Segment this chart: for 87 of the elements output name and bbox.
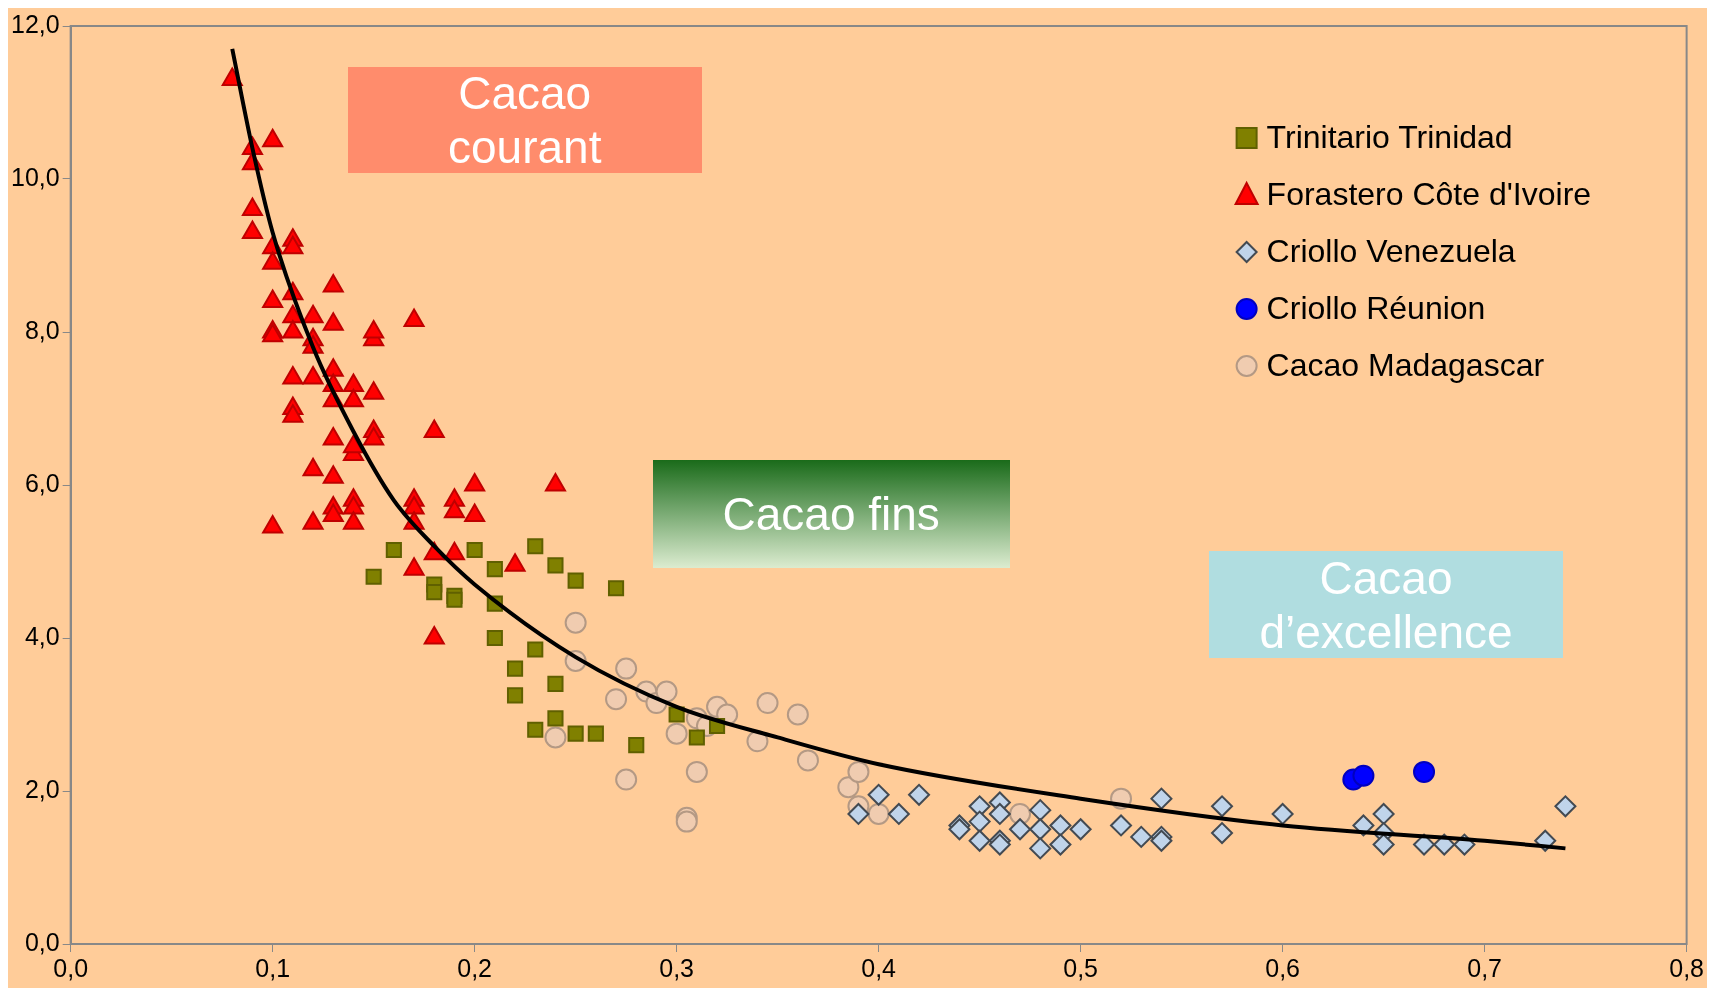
point	[847, 802, 870, 825]
point	[567, 725, 584, 742]
y-tick-label: 2,0	[24, 774, 60, 803]
point	[1271, 802, 1294, 825]
point	[567, 572, 584, 589]
y-tick-label: 0,0	[24, 927, 60, 956]
legend-label: Trinitario Trinidad	[1266, 118, 1513, 155]
legend-label: Forastero Côte d'Ivoire	[1266, 175, 1592, 212]
point	[547, 557, 564, 574]
point	[1009, 818, 1032, 841]
y-tick-label: 10,0	[10, 162, 60, 191]
x-tick-label: 0,1	[255, 953, 291, 982]
point	[615, 657, 638, 680]
point	[1049, 814, 1072, 837]
point	[688, 729, 705, 746]
point	[547, 675, 564, 692]
point	[1413, 760, 1436, 783]
point	[1352, 764, 1375, 787]
point	[1130, 825, 1153, 848]
legend-label: Criollo Réunion	[1266, 289, 1486, 326]
y-tick-label: 12,0	[10, 9, 60, 38]
point	[544, 726, 567, 749]
point	[685, 760, 708, 783]
point	[527, 721, 544, 738]
point	[1110, 814, 1133, 837]
y-tick-label: 4,0	[24, 621, 60, 650]
point	[385, 541, 402, 559]
point	[1150, 787, 1173, 810]
point	[968, 829, 991, 852]
point	[506, 660, 524, 677]
point	[665, 722, 688, 745]
point	[1029, 799, 1052, 822]
annotation: Cacao fins	[722, 486, 940, 541]
point	[466, 541, 483, 559]
legend-label: Criollo Venezuela	[1266, 232, 1516, 269]
point	[837, 776, 860, 799]
point	[527, 641, 544, 658]
x-tick-label: 0,2	[457, 953, 493, 982]
y-tick-label: 8,0	[24, 315, 60, 344]
point	[446, 591, 463, 608]
x-tick-label: 0,3	[659, 953, 695, 982]
point	[527, 538, 544, 555]
point	[506, 687, 524, 704]
label-box: Cacao d’excellence	[1209, 551, 1563, 659]
point	[607, 580, 625, 597]
label-box: Cacao courant	[347, 67, 702, 173]
point	[547, 710, 564, 727]
x-tick-label: 0,7	[1467, 953, 1503, 982]
point	[786, 703, 809, 726]
point	[887, 802, 910, 825]
point	[968, 810, 991, 833]
point	[867, 783, 890, 806]
point	[1069, 818, 1092, 841]
label-box: Cacao fins	[652, 460, 1010, 568]
point	[655, 680, 678, 703]
point	[615, 768, 638, 791]
point	[756, 692, 779, 715]
point	[908, 783, 931, 806]
point	[847, 760, 870, 783]
annotation: Cacao courant	[447, 66, 603, 175]
point	[1372, 802, 1395, 825]
x-tick-label: 0,5	[1063, 953, 1099, 982]
point	[628, 737, 645, 754]
point	[587, 725, 604, 742]
x-tick-label: 0,0	[53, 953, 89, 982]
x-tick-label: 0,4	[861, 953, 897, 982]
point	[486, 561, 503, 578]
point	[1372, 833, 1395, 856]
point	[867, 802, 890, 825]
point	[365, 568, 382, 585]
point	[988, 802, 1011, 825]
y-tick-label: 6,0	[24, 468, 60, 497]
point	[486, 629, 503, 647]
point	[796, 749, 819, 772]
legend-label: Cacao Madagascar	[1266, 346, 1545, 383]
x-tick-label: 0,6	[1265, 953, 1301, 982]
point	[1049, 833, 1072, 856]
x-tick-label: 0,8	[1669, 953, 1705, 982]
point	[1211, 795, 1234, 818]
point	[605, 688, 628, 711]
point	[1029, 818, 1052, 841]
point	[1554, 795, 1577, 818]
point	[426, 584, 443, 601]
annotation: Cacao d’excellence	[1259, 550, 1513, 659]
point	[564, 611, 587, 634]
point	[1029, 837, 1052, 860]
point	[1211, 822, 1234, 845]
